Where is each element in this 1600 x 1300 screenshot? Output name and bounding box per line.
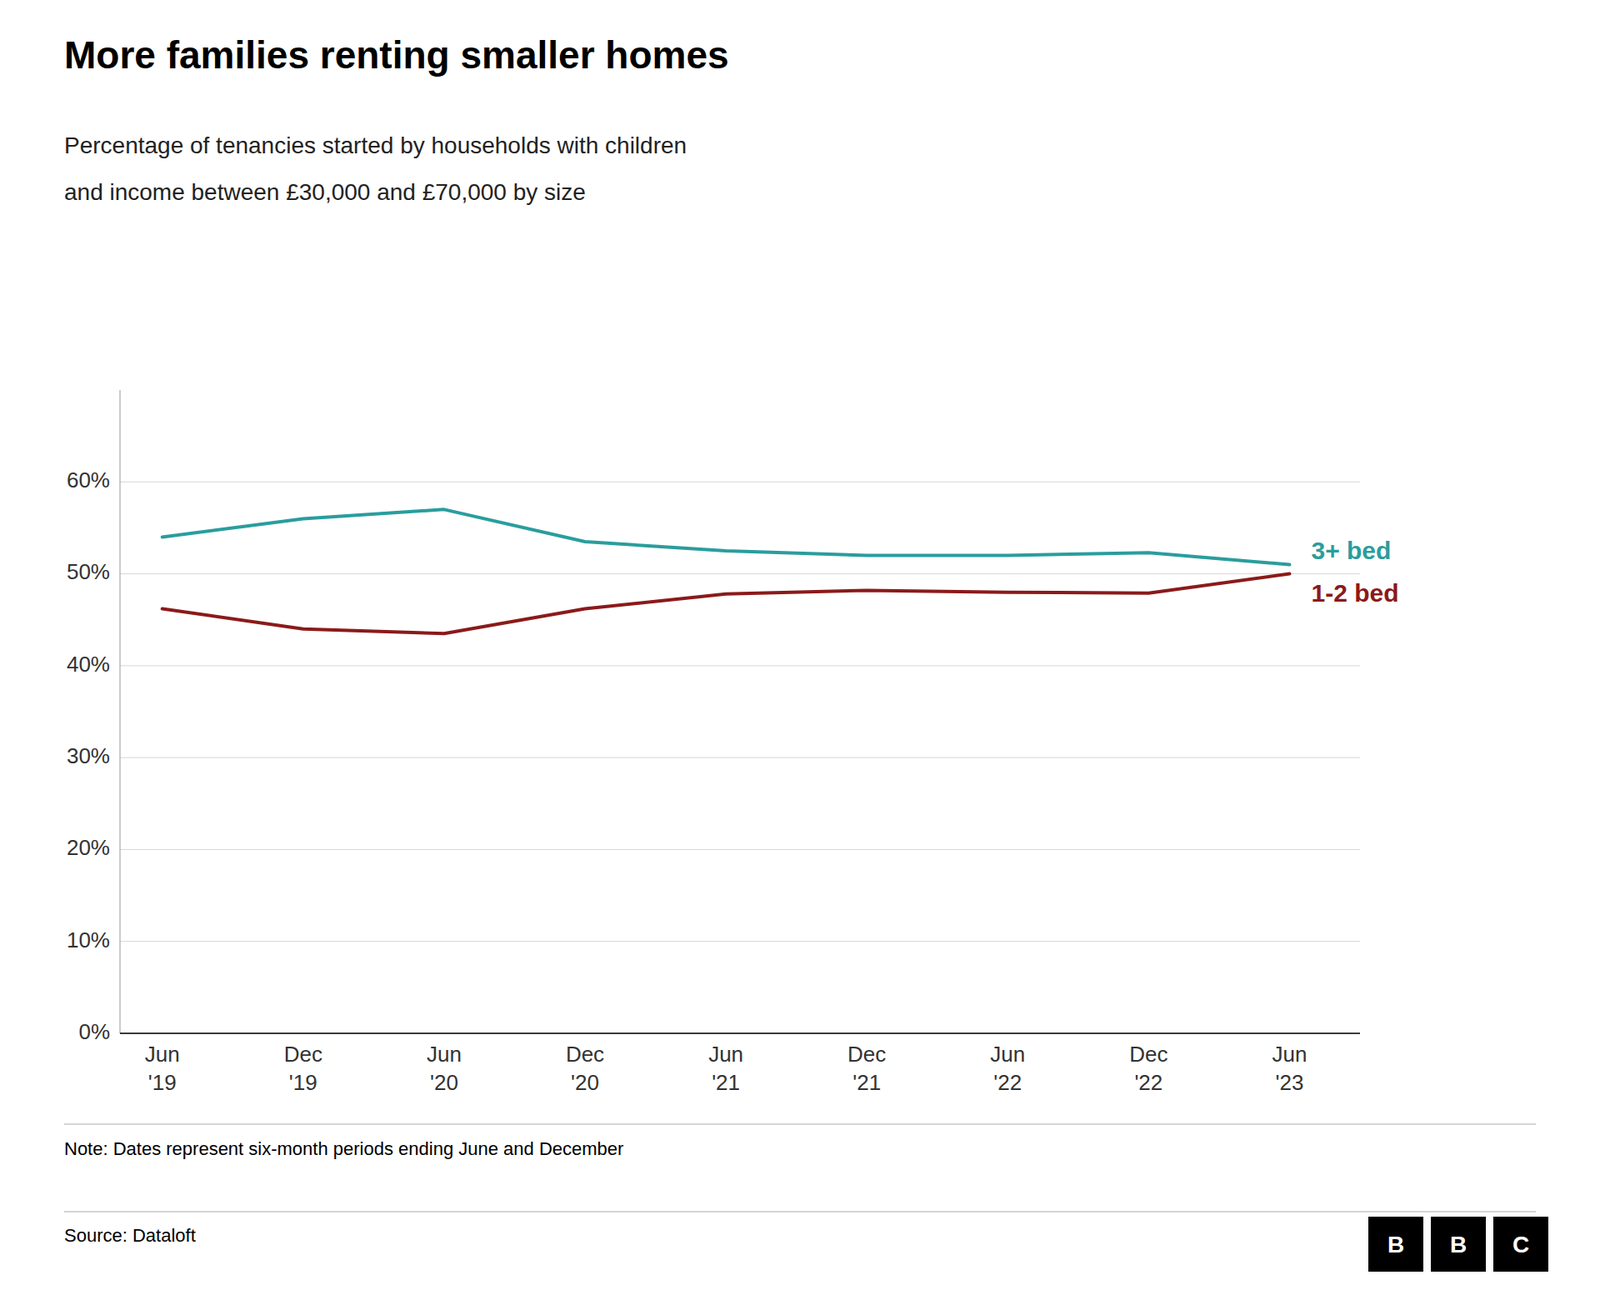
x-tick-label-line: '19: [148, 1070, 177, 1095]
x-axis-line: [120, 1032, 1360, 1035]
source: Source: Dataloft: [64, 1225, 196, 1246]
logo-box: [1493, 1216, 1549, 1272]
chart: More families renting smaller homes Perce…: [0, 0, 1600, 1300]
logo: BBC: [1368, 1216, 1549, 1272]
x-tick-label-line: Jun: [990, 1041, 1025, 1067]
lines: [162, 509, 1290, 634]
logo-box: [1368, 1216, 1424, 1272]
x-tick-label-line: Dec: [1129, 1041, 1168, 1067]
x-tick-label-line: Jun: [708, 1041, 744, 1067]
grid: [120, 481, 1360, 1034]
x-tick-label-line: '20: [570, 1070, 600, 1095]
grid-line: [120, 481, 1360, 483]
y-tick-label: 30%: [66, 743, 110, 769]
x-tick-label-line: Dec: [847, 1041, 886, 1067]
x-tick-label-line: Jun: [145, 1041, 180, 1067]
background: [0, 0, 1600, 1300]
x-tick-label-line: '20: [430, 1070, 459, 1095]
subtitle: Percentage of tenancies started by house…: [64, 132, 687, 159]
x-tick-label: Dec '22: [1129, 1041, 1168, 1095]
note: Note: Dates represent six-month periods …: [64, 1138, 624, 1160]
x-tick-label-line: '21: [852, 1070, 881, 1095]
logo-letter: C: [1512, 1231, 1530, 1258]
x-tick-label: Dec '21: [847, 1041, 886, 1095]
x-tick-label-line: Jun: [1271, 1041, 1307, 1067]
y-tick-label: 0%: [78, 1019, 110, 1045]
x-tick-label-line: '21: [711, 1070, 740, 1095]
x-tick-label-line: '22: [993, 1070, 1022, 1095]
x-tick-label: Jun '20: [426, 1041, 462, 1095]
separator: [64, 1124, 1536, 1125]
separator: [64, 1211, 1536, 1213]
grid-line: [120, 665, 1360, 666]
series-label: 1-2 bed: [1310, 579, 1399, 607]
x-tick-label: Dec '20: [565, 1041, 605, 1095]
y-tick-label: 20%: [66, 835, 110, 860]
x-tick-label-line: '19: [289, 1070, 318, 1095]
grid-line: [120, 573, 1360, 575]
series-line: [162, 574, 1290, 635]
x-tick-label-line: '22: [1134, 1070, 1163, 1095]
logo-letter: B: [1450, 1231, 1467, 1258]
x-tick-label: Dec '19: [284, 1041, 323, 1095]
x-tick-label: Jun '23: [1271, 1041, 1307, 1095]
subtitle: and income between £30,000 and £70,000 b…: [64, 179, 586, 205]
grid-line: [120, 940, 1360, 942]
grid-line: [120, 849, 1360, 850]
series-label: 3+ bed: [1310, 536, 1391, 565]
x-tick-label: Jun '21: [708, 1041, 744, 1095]
title: More families renting smaller homes: [64, 33, 730, 77]
y-tick-label: 60%: [66, 467, 110, 493]
logo-letter: B: [1387, 1231, 1405, 1258]
y-axis-line: [120, 390, 121, 1034]
x-tick-label-line: Jun: [426, 1041, 462, 1067]
grid-line: [120, 1033, 1360, 1035]
series-line: [162, 509, 1290, 565]
y-tick-label: 40%: [66, 651, 110, 677]
x-tick-label-line: '23: [1275, 1070, 1305, 1095]
x-tick-label: Jun '22: [990, 1041, 1025, 1095]
y-tick-label: 10%: [66, 927, 110, 953]
x-tick-label-line: Dec: [284, 1041, 323, 1067]
x-tick-label: Jun '19: [145, 1041, 180, 1095]
logo-box: [1430, 1216, 1486, 1272]
x-tick-label-line: Dec: [565, 1041, 605, 1067]
y-tick-label: 50%: [66, 559, 110, 585]
grid-line: [120, 757, 1360, 759]
logo-text: BBC: [1387, 1231, 1530, 1258]
